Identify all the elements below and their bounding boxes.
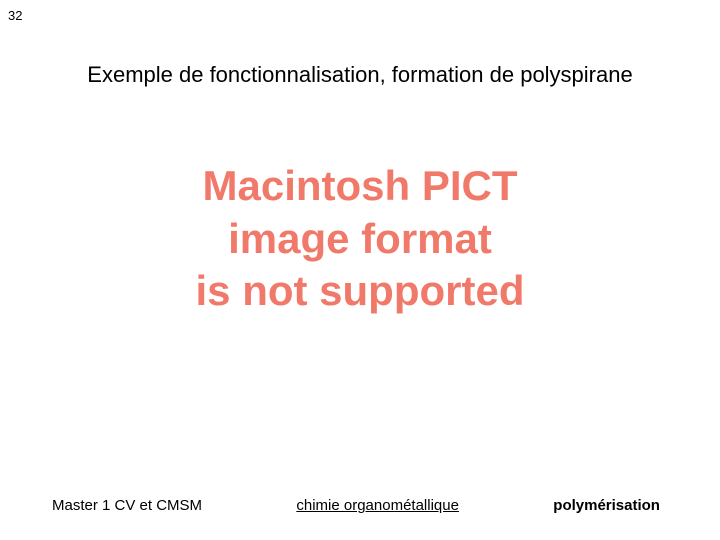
- footer-left-text: Master 1 CV et CMSM: [52, 497, 202, 514]
- footer-right-text: polymérisation: [553, 497, 660, 514]
- footer-center-text: chimie organométallique: [296, 497, 459, 514]
- image-placeholder-message: Macintosh PICT image format is not suppo…: [0, 160, 720, 318]
- slide-title: Exemple de fonctionnalisation, formation…: [0, 62, 720, 88]
- placeholder-line-1: Macintosh PICT: [0, 160, 720, 213]
- placeholder-line-3: is not supported: [0, 265, 720, 318]
- slide-footer: Master 1 CV et CMSM chimie organométalli…: [0, 497, 720, 514]
- placeholder-line-2: image format: [0, 213, 720, 266]
- slide-number: 32: [8, 8, 22, 23]
